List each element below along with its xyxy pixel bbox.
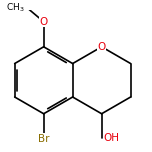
Text: O: O [40, 17, 48, 27]
Text: OH: OH [103, 133, 119, 143]
Text: CH$_3$: CH$_3$ [6, 2, 25, 14]
Text: Br: Br [38, 134, 49, 144]
Text: O: O [98, 42, 106, 52]
